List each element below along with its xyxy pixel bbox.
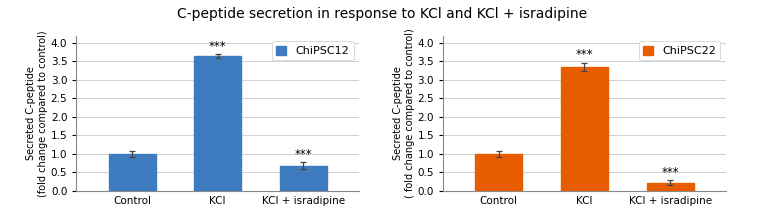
Bar xyxy=(561,67,608,191)
Text: ***: *** xyxy=(575,48,594,61)
Text: ***: *** xyxy=(662,166,679,179)
Text: C-peptide secretion in response to KCl and KCl + isradipine: C-peptide secretion in response to KCl a… xyxy=(177,7,587,21)
Text: ***: *** xyxy=(295,148,312,161)
Bar xyxy=(646,183,694,191)
Bar xyxy=(194,56,241,191)
Legend: ChiPSC22: ChiPSC22 xyxy=(639,41,720,60)
Legend: ChiPSC12: ChiPSC12 xyxy=(272,41,354,60)
Y-axis label: Secreted C-peptide
( fold change compared to control): Secreted C-peptide ( fold change compare… xyxy=(393,28,415,198)
Bar xyxy=(108,154,156,191)
Bar xyxy=(475,154,523,191)
Text: ***: *** xyxy=(209,40,227,53)
Bar xyxy=(280,166,327,191)
Y-axis label: Secreted C-peptide
(fold change compared to control): Secreted C-peptide (fold change compared… xyxy=(27,30,48,196)
